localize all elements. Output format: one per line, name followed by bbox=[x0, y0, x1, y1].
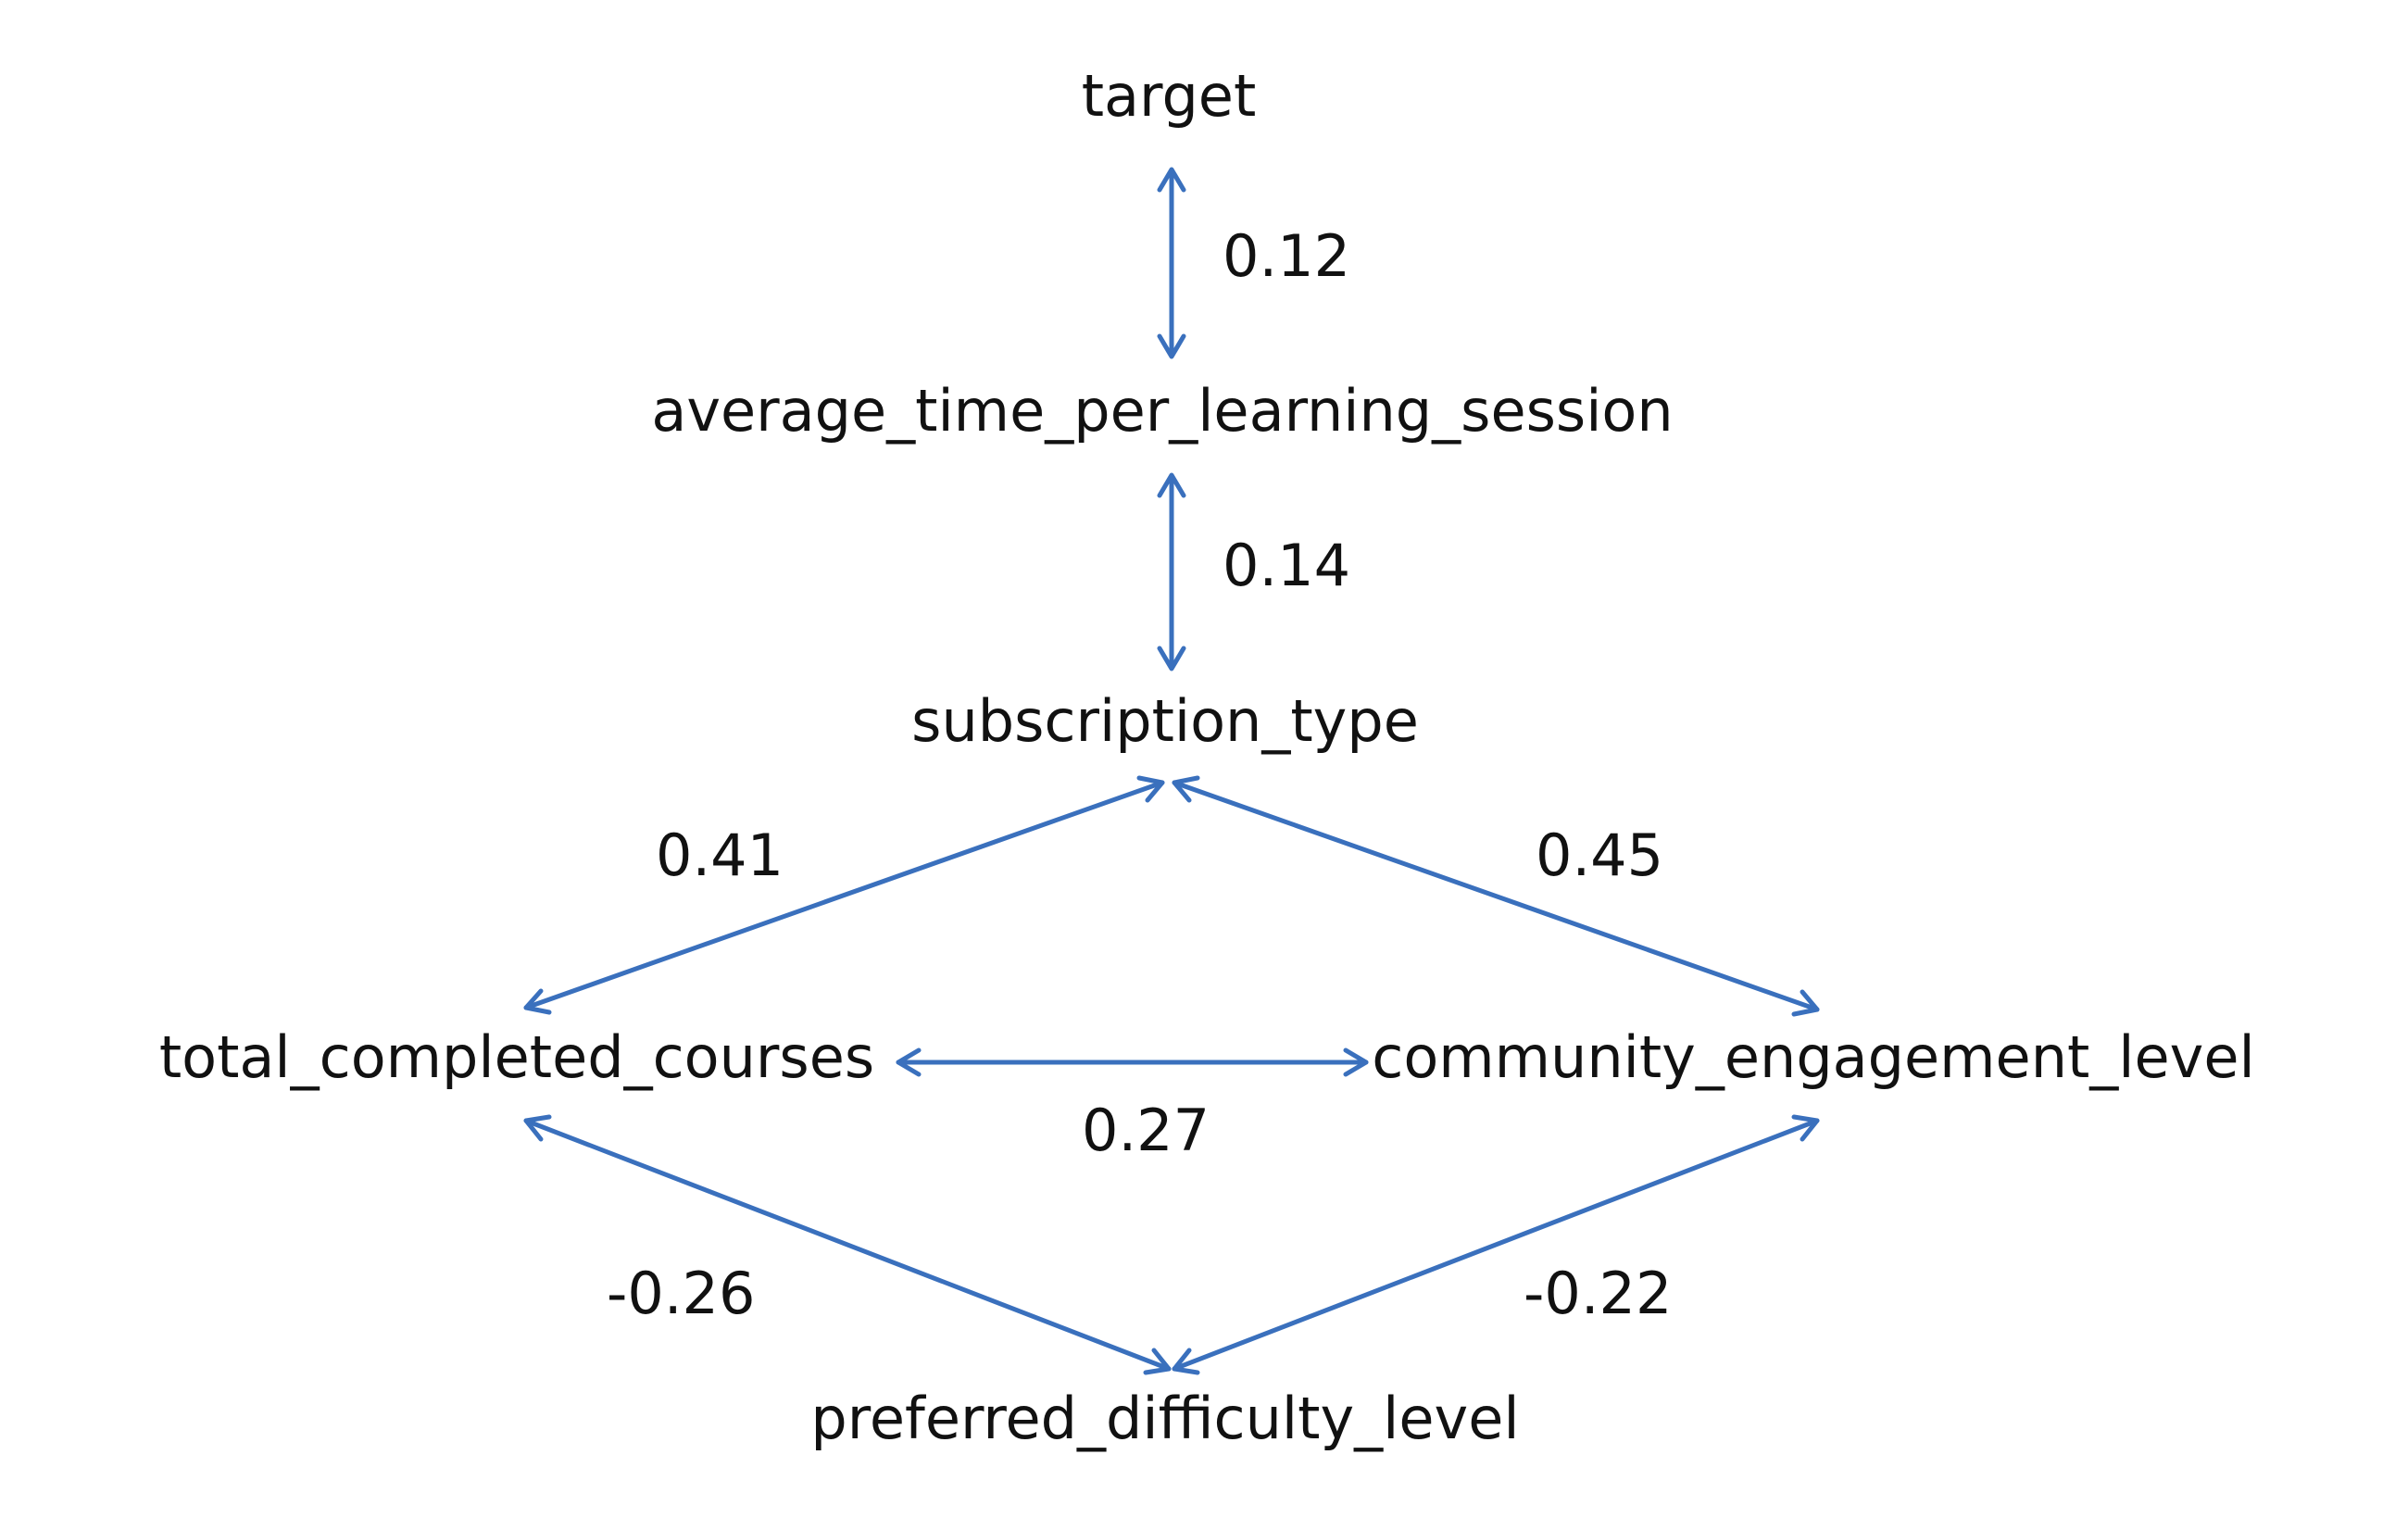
node-subscription-type: subscription_type bbox=[911, 687, 1419, 755]
node-preferred-difficulty-level: preferred_difficulty_level bbox=[810, 1385, 1519, 1452]
edge-label-total-completed-community: 0.27 bbox=[1082, 1097, 1210, 1164]
node-community-engagement-level: community_engagement_level bbox=[1372, 1023, 2255, 1091]
edge-total-completed-community bbox=[896, 1047, 1369, 1077]
edge-average-time-subscription bbox=[1157, 472, 1186, 671]
edge-total-completed-preferred bbox=[523, 1114, 1172, 1375]
edge-label-average-time-subscription: 0.14 bbox=[1223, 532, 1350, 599]
edge-label-subscription-community: 0.45 bbox=[1536, 821, 1663, 889]
node-average-time-per-learning-session: average_time_per_learning_session bbox=[651, 377, 1673, 445]
node-total-completed-courses: total_completed_courses bbox=[159, 1023, 874, 1091]
edge-label-subscription-total-completed: 0.41 bbox=[656, 821, 784, 889]
edge-label-target-average-time: 0.12 bbox=[1223, 222, 1350, 290]
edge-subscription-total-completed bbox=[523, 775, 1165, 1015]
edge-community-preferred bbox=[1172, 1114, 1820, 1375]
node-target: target bbox=[1082, 62, 1257, 130]
edge-label-total-completed-preferred: -0.26 bbox=[607, 1260, 755, 1327]
edge-subscription-community bbox=[1172, 775, 1820, 1017]
edge-target-average-time bbox=[1157, 167, 1186, 359]
edge-label-community-preferred: -0.22 bbox=[1524, 1260, 1672, 1327]
